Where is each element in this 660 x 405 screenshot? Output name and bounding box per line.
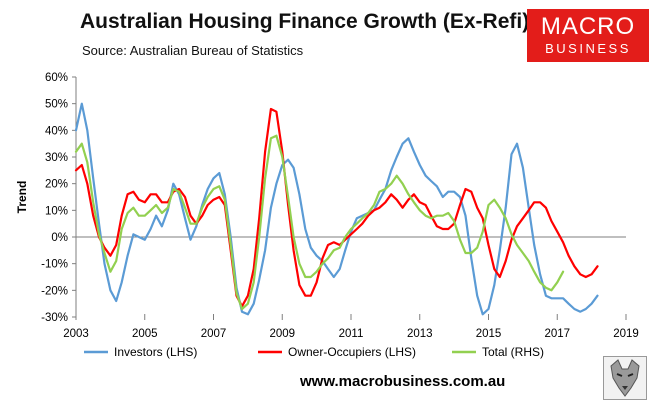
- logo-line-1: MACRO: [540, 13, 636, 40]
- chart-legend: Investors (LHS) Owner-Occupiers (LHS) Tota…: [84, 345, 544, 359]
- x-tick-label: 2017: [544, 328, 570, 340]
- x-tick-label: 2003: [63, 328, 89, 340]
- series-line-1: [74, 107, 599, 308]
- chart-title: Australian Housing Finance Growth (Ex-Re…: [80, 10, 530, 33]
- legend-label-1: Owner-Occupiers (LHS): [288, 345, 416, 359]
- y-tick-label: -10%: [41, 259, 68, 271]
- y-tick-label: -20%: [41, 285, 68, 297]
- legend-label-2: Total (RHS): [482, 345, 544, 359]
- x-tick-label: 2015: [476, 328, 502, 340]
- website-url[interactable]: www.macrobusiness.com.au: [300, 373, 506, 390]
- y-axis-label: Trend: [15, 181, 29, 214]
- x-tick-label: 2005: [132, 328, 158, 340]
- chart-axes: 60% 50% 40% 30% 20% 10% 0% -10% -20% -30% 2003 2005…: [15, 72, 639, 340]
- y-tick-label: 0%: [51, 232, 68, 244]
- x-tick-label: 2019: [613, 328, 639, 340]
- y-tick-label: 20%: [45, 179, 68, 191]
- logo-line-2: BUSINESS: [545, 41, 631, 56]
- wolf-icon: [603, 356, 647, 400]
- y-tick-label: -30%: [41, 312, 68, 324]
- legend-label-0: Investors (LHS): [114, 345, 197, 359]
- y-tick-label: 40%: [45, 125, 68, 137]
- y-tick-label: 30%: [45, 152, 68, 164]
- x-tick-label: 2009: [269, 328, 295, 340]
- chart-series: [74, 102, 599, 316]
- chart-source: Source: Australian Bureau of Statistics: [82, 43, 304, 58]
- series-line-2: [74, 134, 565, 311]
- macrobusiness-logo: MACRO BUSINESS: [527, 9, 649, 62]
- y-tick-label: 10%: [45, 205, 68, 217]
- y-tick-label: 60%: [45, 72, 68, 84]
- series-line-0: [74, 102, 599, 316]
- y-tick-label: 50%: [45, 99, 68, 111]
- x-tick-label: 2007: [201, 328, 227, 340]
- x-tick-label: 2013: [407, 328, 433, 340]
- x-tick-label: 2011: [339, 328, 364, 340]
